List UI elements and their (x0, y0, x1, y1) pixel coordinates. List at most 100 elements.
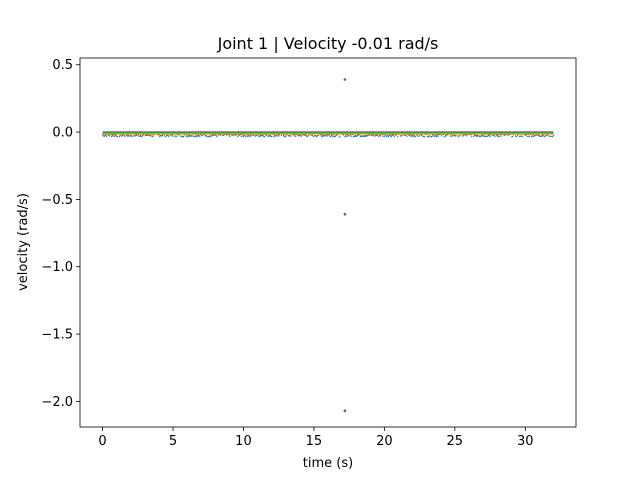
velocity-point (196, 134, 198, 137)
velocity-point (305, 134, 307, 137)
velocity-point (411, 134, 414, 137)
velocity-point (268, 134, 270, 137)
velocity-point (197, 135, 199, 138)
velocity-point (299, 134, 301, 136)
velocity-point (244, 136, 247, 138)
velocity-point (240, 133, 242, 136)
velocity-point (267, 135, 269, 138)
velocity-point (297, 135, 300, 137)
x-tick-label: 0 (98, 434, 106, 449)
velocity-point (273, 134, 276, 136)
velocity-point (247, 134, 249, 137)
velocity-point (476, 134, 478, 137)
velocity-point (215, 134, 217, 136)
velocity-point (268, 135, 271, 137)
velocity-point (293, 135, 295, 137)
velocity-point (404, 134, 407, 137)
velocity-point (220, 134, 222, 136)
velocity-point (361, 135, 364, 137)
velocity-point (108, 135, 111, 137)
velocity-point (258, 135, 260, 138)
velocity-point (476, 135, 478, 137)
velocity-point (454, 135, 457, 137)
velocity-point (350, 135, 352, 137)
velocity-point (169, 134, 171, 136)
velocity-point (379, 134, 381, 136)
velocity-point (104, 134, 106, 136)
velocity-point (368, 134, 370, 136)
velocity-outlier-point (343, 409, 347, 413)
velocity-point (190, 134, 192, 137)
velocity-point (303, 134, 305, 136)
velocity-point (135, 134, 137, 136)
velocity-point (194, 134, 197, 136)
velocity-point (544, 135, 546, 137)
velocity-point (234, 134, 236, 136)
velocity-point (390, 135, 392, 137)
velocity-point (193, 135, 195, 137)
velocity-point (289, 135, 291, 137)
velocity-point (480, 135, 482, 137)
velocity-point (458, 135, 460, 137)
velocity-point (130, 135, 133, 137)
velocity-point (161, 134, 164, 137)
velocity-point (104, 135, 106, 137)
velocity-point (360, 134, 362, 137)
velocity-point (454, 134, 456, 137)
velocity-point (249, 135, 252, 137)
velocity-outlier-point (343, 212, 347, 216)
velocity-point (127, 134, 129, 136)
velocity-point (152, 135, 154, 137)
velocity-point (328, 133, 330, 136)
velocity-point (512, 134, 514, 136)
velocity-point (225, 134, 228, 136)
velocity-point (462, 135, 464, 137)
velocity-point (495, 134, 497, 136)
velocity-point (492, 134, 494, 137)
velocity-point (143, 134, 145, 136)
velocity-point (359, 135, 362, 138)
velocity-point (410, 135, 412, 138)
velocity-point (422, 135, 424, 138)
velocity-point (147, 134, 149, 136)
velocity-point (259, 135, 261, 137)
velocity-point (488, 134, 490, 136)
velocity-point (372, 134, 374, 136)
velocity-point (371, 134, 373, 137)
velocity-point (319, 134, 321, 136)
velocity-point (273, 136, 275, 138)
velocity-point (431, 135, 433, 137)
axis-ticks: 0 5 10 15 20 25 30 0.5 0.0 −0.5 −1.0 −1.5 −2.0 (41, 58, 533, 449)
velocity-point (134, 134, 136, 136)
velocity-point (543, 136, 545, 138)
velocity-point (344, 136, 346, 138)
velocity-point (148, 134, 150, 136)
velocity-point (187, 136, 189, 138)
velocity-point (387, 135, 389, 137)
velocity-point (216, 135, 218, 137)
velocity-point (189, 135, 191, 138)
velocity-point (327, 134, 329, 136)
velocity-point (113, 133, 115, 136)
velocity-point (388, 134, 390, 136)
velocity-point (356, 134, 359, 136)
velocity-point (255, 135, 257, 137)
velocity-point (376, 134, 378, 136)
velocity-point (515, 135, 517, 138)
velocity-point (321, 136, 323, 138)
velocity-point (436, 134, 438, 136)
velocity-point (325, 134, 327, 136)
velocity-point (378, 134, 381, 136)
velocity-point (207, 135, 209, 138)
velocity-point (497, 135, 500, 138)
velocity-point (116, 136, 118, 138)
velocity-point (382, 135, 384, 137)
velocity-point (214, 134, 216, 136)
velocity-point (325, 134, 328, 136)
velocity-point (358, 134, 360, 136)
velocity-point (378, 135, 380, 138)
velocity-point (470, 134, 472, 136)
velocity-point (240, 135, 242, 137)
velocity-point (266, 134, 268, 136)
velocity-point (315, 135, 317, 137)
